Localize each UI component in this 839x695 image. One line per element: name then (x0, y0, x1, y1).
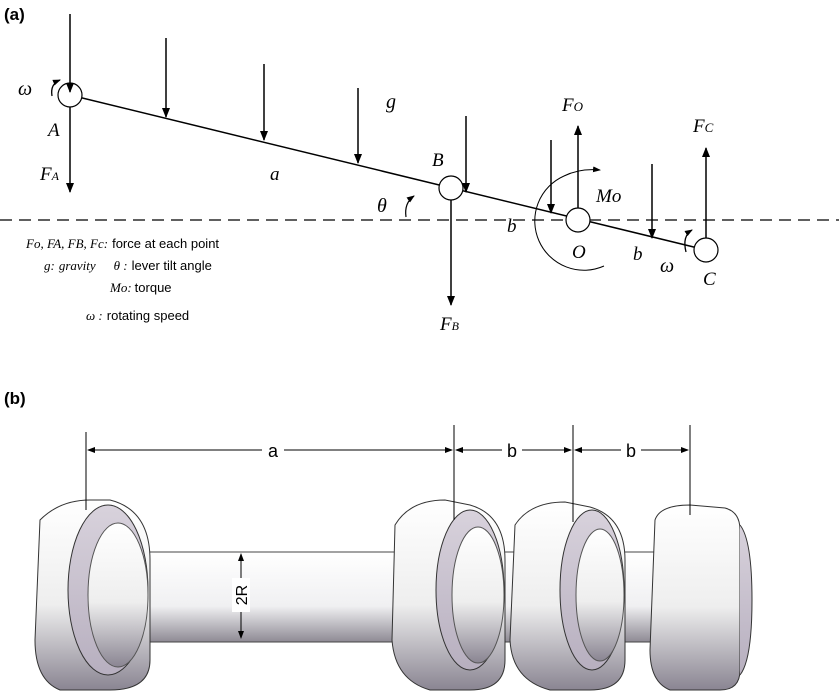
length-b2-label: b (633, 244, 643, 265)
point-a-label: A (46, 120, 60, 141)
rotation-arrow-c-icon (684, 229, 693, 253)
point-c-label: C (703, 269, 716, 290)
omega-label-c: ω (660, 255, 674, 277)
point-o-label: O (572, 242, 586, 263)
roller-2 (391, 499, 506, 691)
panel-b: (b) (4, 389, 753, 691)
force-fc-label: FC (692, 116, 714, 137)
legend-line-torque: Mo: torque (109, 280, 172, 295)
gravity-label: g (386, 91, 396, 113)
panel-a-label: (a) (4, 5, 25, 24)
legend-line-forces: Fo, FA, FB, Fc: force at each point (25, 236, 219, 251)
dimension-2r-label: 2R (234, 585, 251, 605)
roller-4 (649, 504, 753, 691)
force-fo-label: FO (561, 95, 584, 116)
theta-label: θ (377, 195, 387, 217)
legend-line-omega: ω : rotating speed (86, 308, 189, 323)
roller-1 (34, 499, 151, 691)
force-fb-label: FB (439, 314, 460, 335)
pivot-o-circle (565, 207, 591, 233)
dimension-b2-label: b (626, 441, 636, 461)
legend-line-gravity-theta: g: gravity θ : lever tilt angle (44, 258, 212, 273)
roller-3 (509, 501, 626, 691)
pivot-c-circle (693, 237, 719, 263)
lever-line (69, 94, 707, 251)
legend: Fo, FA, FB, Fc: force at each point g: gra… (25, 236, 219, 323)
rotation-arrow-a-icon (51, 79, 61, 97)
omega-label-a: ω (18, 78, 32, 100)
theta-angle-arrow (405, 195, 415, 218)
length-a-label: a (270, 164, 280, 185)
force-fa-label: FA (39, 164, 60, 185)
panel-b-label: (b) (4, 389, 26, 408)
torque-arc-arrow (534, 166, 605, 271)
length-b-label: b (507, 216, 517, 237)
point-b-label: B (432, 150, 444, 171)
torque-mo-label: Mo (595, 186, 621, 207)
pivot-b-circle (438, 175, 464, 201)
dimension-b1-label: b (507, 441, 517, 461)
panel-a: (a) ω A FA g a B θ b FO Mo (0, 5, 839, 335)
dimension-a-label: a (268, 441, 279, 461)
